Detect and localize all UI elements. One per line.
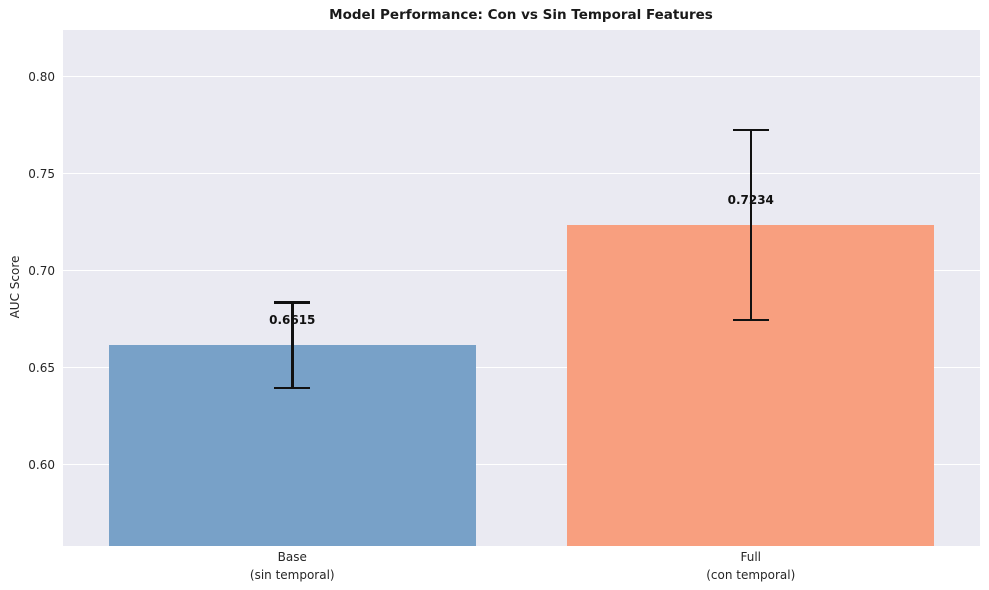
x-tick-label: Base (sin temporal) (249, 550, 335, 582)
gridline (63, 463, 980, 466)
error-bar-cap-bottom (274, 386, 311, 390)
y-tick-label: 0.65 (28, 360, 55, 375)
error-bar-line (291, 302, 294, 388)
value-label: 0.7234 (727, 193, 774, 208)
y-tick-label: 0.60 (28, 457, 55, 472)
y-tick-label: 0.80 (28, 69, 55, 84)
error-bar-line (749, 130, 752, 321)
plot-area: 0.6615 0.7234 (63, 30, 980, 546)
y-tick-label: 0.70 (28, 263, 55, 278)
gridline (63, 269, 980, 272)
x-tick-label: Full (con temporal) (706, 550, 796, 582)
gridline (63, 75, 980, 78)
y-tick-label: 0.75 (28, 166, 55, 181)
error-bar-cap-top (274, 301, 311, 304)
value-label: 0.6615 (269, 313, 316, 328)
gridline (63, 172, 980, 175)
gridline (63, 366, 980, 369)
error-bar-cap-top (732, 128, 769, 132)
chart-title: Model Performance: Con vs Sin Temporal F… (329, 7, 713, 23)
error-bar-cap-bottom (732, 318, 769, 322)
